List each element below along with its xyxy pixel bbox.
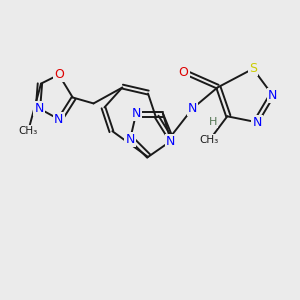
Text: N: N [188,102,197,115]
Text: N: N [166,135,176,148]
Text: S: S [249,62,257,75]
Text: O: O [54,68,64,81]
Text: N: N [268,89,278,102]
Text: N: N [252,116,262,129]
Text: CH₃: CH₃ [19,126,38,136]
Text: CH₃: CH₃ [200,135,219,145]
Text: N: N [131,107,141,120]
Text: N: N [125,133,135,146]
Text: O: O [179,66,189,79]
Text: H: H [209,117,218,127]
Text: N: N [34,102,44,115]
Text: N: N [54,113,64,126]
